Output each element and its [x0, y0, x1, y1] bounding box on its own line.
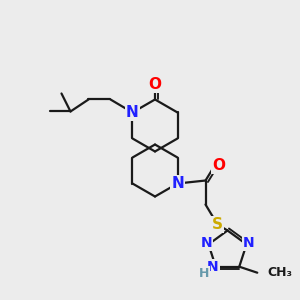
Text: N: N — [207, 260, 219, 274]
Text: H: H — [199, 267, 209, 280]
Text: O: O — [148, 77, 161, 92]
Text: O: O — [212, 158, 225, 173]
Text: N: N — [171, 176, 184, 191]
Text: S: S — [212, 217, 223, 232]
Text: N: N — [201, 236, 212, 250]
Text: N: N — [243, 236, 254, 250]
Text: N: N — [126, 105, 139, 120]
Text: CH₃: CH₃ — [267, 266, 292, 279]
